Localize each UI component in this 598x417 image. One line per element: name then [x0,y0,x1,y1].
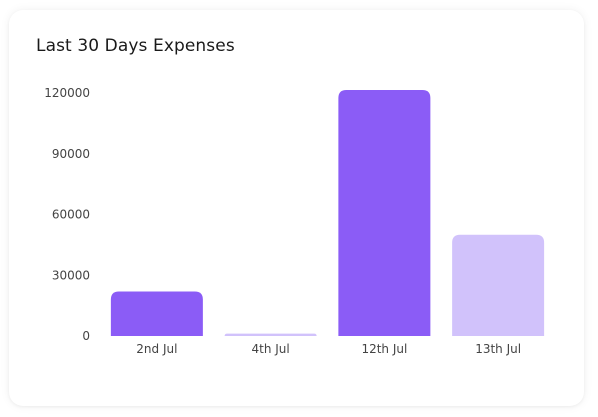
x-tick-label: 13th Jul [475,342,521,356]
expenses-card: Last 30 Days Expenses [9,10,584,406]
y-tick-label: 120000 [44,86,90,100]
bar-13th-jul[interactable] [452,234,545,336]
card-title: Last 30 Days Expenses [36,36,235,56]
y-tick-label: 60000 [52,208,90,222]
y-tick-label: 0 [82,329,90,343]
x-tick-label: 4th Jul [252,342,290,356]
bar-12th-jul[interactable] [338,89,431,337]
y-tick-label: 30000 [52,268,90,282]
y-axis-ticks: 0 30000 60000 90000 120000 [44,86,90,343]
bars [110,89,545,337]
x-axis-ticks: 2nd Jul 4th Jul 12th Jul 13th Jul [136,342,521,356]
y-tick-label: 90000 [52,147,90,161]
x-tick-label: 12th Jul [361,342,407,356]
bar-4th-jul[interactable] [224,333,317,336]
bar-2nd-jul[interactable] [110,291,203,336]
x-tick-label: 2nd Jul [136,342,177,356]
